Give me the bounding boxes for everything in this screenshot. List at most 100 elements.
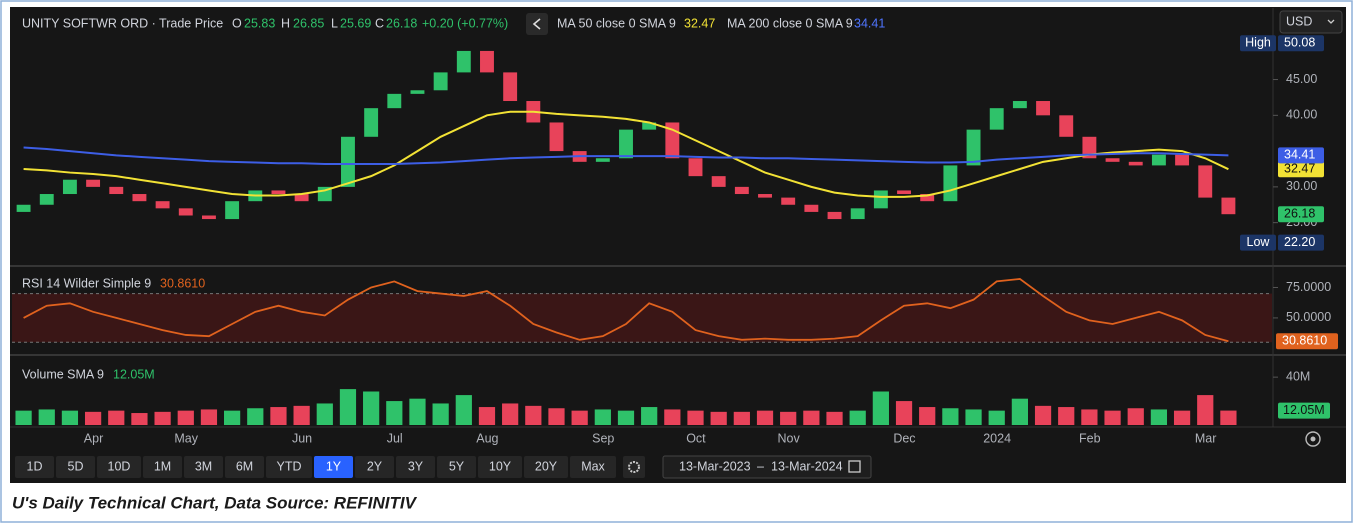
marker-name: Low	[1247, 235, 1271, 249]
currency: USD	[1286, 14, 1312, 28]
candle	[897, 190, 911, 195]
range-button[interactable]	[97, 456, 141, 478]
range-button[interactable]	[396, 456, 435, 478]
volume-bar	[1150, 409, 1168, 425]
range-button[interactable]	[143, 456, 182, 478]
volume-bar	[664, 409, 681, 425]
range-button[interactable]	[225, 456, 264, 478]
candle	[734, 186, 749, 195]
x-tick-label: May	[174, 431, 198, 445]
study-name: MA 50 close 0 SMA 9	[557, 16, 676, 30]
volume-bar	[154, 411, 171, 425]
candle	[433, 72, 448, 91]
marker-value-box	[1278, 234, 1324, 251]
volume-bar	[270, 407, 287, 425]
candle	[410, 90, 425, 94]
volume-bar	[641, 407, 658, 425]
y-tick-label: 30.00	[1286, 179, 1317, 193]
collapse-button[interactable]	[526, 13, 548, 35]
volume-bar	[455, 395, 472, 425]
candle	[688, 158, 703, 177]
candle	[781, 197, 796, 205]
volume-bar	[733, 411, 750, 425]
ohlc-value: 25.69	[340, 16, 371, 30]
marker-name-box	[1240, 35, 1276, 52]
range-button[interactable]	[524, 456, 568, 478]
candle	[178, 208, 193, 216]
candle	[86, 179, 101, 187]
settings-icon-dot	[1310, 436, 1316, 442]
rsi-last-label: 30.8610	[1282, 334, 1327, 348]
volume-bar	[617, 410, 635, 425]
rsi-band	[12, 293, 1272, 343]
candle	[1175, 154, 1190, 166]
candle	[873, 190, 888, 209]
x-tick-label: Aug	[476, 431, 498, 445]
date-to: 13-Mar-2024	[771, 459, 843, 473]
range-button[interactable]	[478, 456, 522, 478]
legend-header: UNITY SOFTWR ORD · Trade Price O 25.83 H…	[22, 10, 1343, 35]
volume-title: Volume SMA 9	[22, 367, 104, 381]
y-tick-label: 45.00	[1286, 72, 1317, 86]
candle	[201, 215, 216, 220]
study-value: 32.47	[684, 16, 715, 30]
settings-icon[interactable]	[1305, 431, 1321, 447]
change: +0.20 (+0.77%)	[422, 16, 508, 30]
study-value: 34.41	[854, 16, 885, 30]
volume-bar	[1220, 410, 1237, 425]
volume-bar	[803, 410, 820, 425]
range-label: 10D	[108, 459, 131, 473]
volume-bar	[988, 410, 1005, 425]
marker-name: High	[1245, 35, 1271, 49]
range-settings-button[interactable]	[623, 456, 645, 478]
candle	[480, 50, 494, 73]
volume-last-label: 12.05M	[1283, 403, 1325, 417]
range-label: 6M	[236, 459, 253, 473]
candle	[1151, 154, 1166, 166]
y-tick-label: 50.0000	[1286, 310, 1331, 324]
moving-average-line	[23, 110, 1229, 198]
x-tick-label: Feb	[1079, 431, 1101, 445]
x-tick-label: 2024	[983, 431, 1011, 445]
range-button[interactable]	[266, 456, 312, 478]
instrument-title: UNITY SOFTWR ORD · Trade Price	[22, 16, 223, 30]
currency-dropdown[interactable]	[1279, 10, 1343, 34]
range-button[interactable]	[56, 456, 95, 478]
range-button[interactable]	[437, 456, 476, 478]
volume-bar	[108, 410, 125, 425]
last-price-box	[1278, 206, 1324, 223]
rsi-value: 30.8610	[160, 276, 205, 290]
marker-value-box	[1278, 35, 1324, 52]
candle	[758, 194, 772, 198]
range-button[interactable]	[184, 456, 223, 478]
y-tick-label: 75.0000	[1286, 280, 1331, 294]
candle	[109, 186, 124, 195]
candle	[225, 201, 240, 220]
last-price-label: 26.18	[1284, 207, 1315, 221]
range-label: 1Y	[326, 459, 342, 473]
x-tick-label: Dec	[893, 431, 915, 445]
date-range-box[interactable]	[662, 455, 872, 479]
candle	[920, 194, 935, 202]
range-label: 3M	[195, 459, 212, 473]
range-button[interactable]	[15, 456, 54, 478]
candle	[943, 165, 958, 202]
volume-bar	[872, 391, 889, 425]
range-button[interactable]	[355, 456, 394, 478]
range-button[interactable]	[570, 456, 616, 478]
volume-bar	[502, 403, 519, 425]
volume-bar	[756, 410, 774, 425]
range-label: 5Y	[449, 459, 465, 473]
volume-bar	[177, 410, 194, 425]
rsi-last-box	[1276, 333, 1338, 350]
candle	[711, 176, 726, 187]
x-tick-label: Jun	[292, 431, 312, 445]
candle	[62, 179, 77, 195]
range-button[interactable]	[314, 456, 353, 478]
candle	[39, 194, 54, 205]
candle	[16, 204, 31, 212]
volume-value: 12.05M	[113, 367, 155, 381]
candle	[1036, 101, 1051, 116]
last-value-box	[1278, 161, 1324, 178]
